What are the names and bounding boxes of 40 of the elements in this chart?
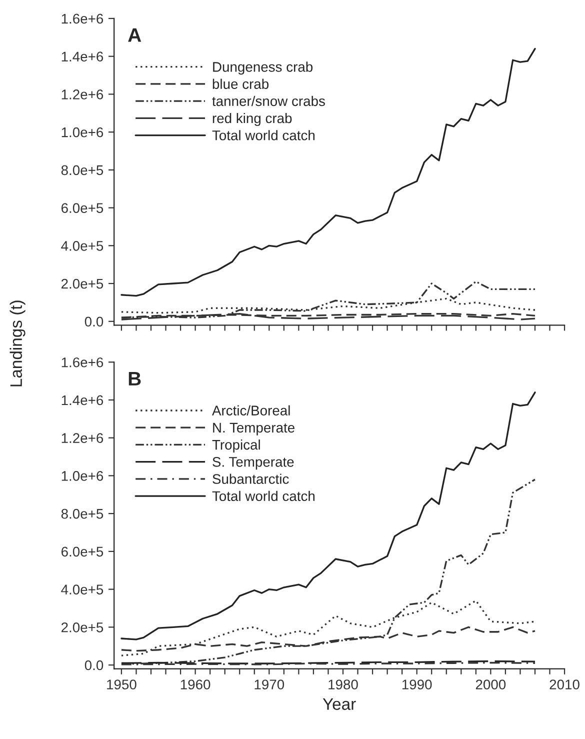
legend-label: Total world catch [212,130,315,140]
y-tick-label: 6.0e+5 [62,203,104,213]
legend-label: Total world catch [212,490,315,502]
legend-label: Subantarctic [212,474,289,484]
y-tick-label: 8.0e+5 [61,165,104,176]
y-tick-label: 4.0e+5 [61,584,104,594]
legend-label: Tropical [212,440,260,452]
annotation: B [128,372,141,386]
legend-label: Arctic/Boreal [212,405,290,416]
y-tick-label: 2.0e+5 [61,278,104,289]
y-tick-label: 1.4e+6 [62,395,104,406]
legend-label: Dungeness crab [213,62,313,75]
y-tick-label: 1.0e+6 [62,127,104,138]
x-tick-label: 1950 [107,680,136,690]
y-tick-label: 1.2e+6 [62,433,104,444]
legend-label: tanner/snow crabs [212,96,325,106]
y-axis-title: Landings (t) [10,300,26,386]
x-tick-label: 1990 [402,680,432,690]
y-tick-label: 0.0 [84,660,104,670]
y-tick-label: 4.0e+5 [61,240,104,251]
legend-label: N. Temperate [213,422,294,436]
y-tick-label: 8.0e+5 [61,508,104,519]
y-tick-label: 0.0 [84,316,104,327]
legend-label: red king crab [212,112,292,126]
x-tick-label: 1970 [254,680,284,690]
legend-label: blue crab [212,78,269,89]
y-tick-label: 1.4e+6 [62,52,104,62]
y-tick-label: 1.0e+6 [62,471,104,481]
x-tick-label: 2010 [550,680,580,690]
x-tick-label: 2000 [476,680,506,690]
y-tick-label: 1.2e+6 [62,90,104,100]
y-tick-label: 2.0e+5 [61,622,104,632]
y-tick-label: 1.6e+6 [62,14,104,24]
annotation: A [128,28,142,42]
legend-label: S. Temperate [212,456,294,470]
x-axis-title: Year [322,698,356,710]
x-tick-label: 1980 [328,680,358,690]
x-tick-label: 1960 [180,680,210,690]
y-tick-label: 6.0e+5 [62,546,104,557]
y-tick-label: 1.6e+6 [62,357,104,368]
